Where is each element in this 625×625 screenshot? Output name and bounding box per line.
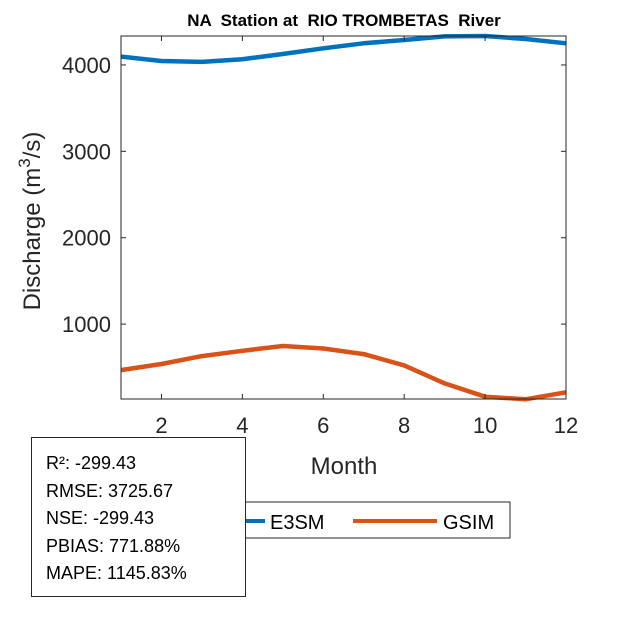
y-tick-label: 4000 <box>62 53 111 78</box>
x-tick-label: 10 <box>473 413 497 438</box>
x-tick-label: 8 <box>398 413 410 438</box>
x-tick-label: 4 <box>236 413 248 438</box>
y-axis: 1000 2000 3000 4000 <box>62 53 566 337</box>
stat-rmse: RMSE: 3725.67 <box>46 480 174 501</box>
x-axis-label: Month <box>311 453 378 480</box>
stat-r2: R²: -299.43 <box>46 453 137 473</box>
x-tick-label: 2 <box>155 413 167 438</box>
x-tick-label: 12 <box>554 413 578 438</box>
stat-pbias: PBIAS: 771.88% <box>46 535 181 556</box>
plot-lines <box>120 33 567 402</box>
stat-nse: NSE: -299.43 <box>46 508 155 528</box>
y-axis-label-unit: /s) <box>19 132 46 159</box>
series-line-gsim <box>120 343 567 402</box>
stat-mape: MAPE: 1145.83% <box>46 563 187 583</box>
y-tick-label: 3000 <box>62 139 111 164</box>
y-axis-label-main: Discharge (m <box>19 168 46 311</box>
x-tick-label: 6 <box>317 413 329 438</box>
legend-label-e3sm: E3SM <box>270 512 324 534</box>
y-axis-label-sup: 3 <box>15 158 34 167</box>
series-line-e3sm <box>120 33 567 65</box>
x-axis: 2 4 6 8 10 12 <box>155 36 578 438</box>
legend-label-gsim: GSIM <box>443 512 494 534</box>
chart-title: NA Station at RIO TROMBETAS River <box>187 11 501 30</box>
stats-box: R²: -299.43 RMSE: 3725.67 NSE: -299.43 P… <box>31 437 246 597</box>
y-tick-label: 2000 <box>62 226 111 251</box>
axes-box <box>120 35 567 400</box>
y-axis-label: Discharge (m3/s) <box>15 132 46 311</box>
y-tick-label: 1000 <box>62 312 111 337</box>
